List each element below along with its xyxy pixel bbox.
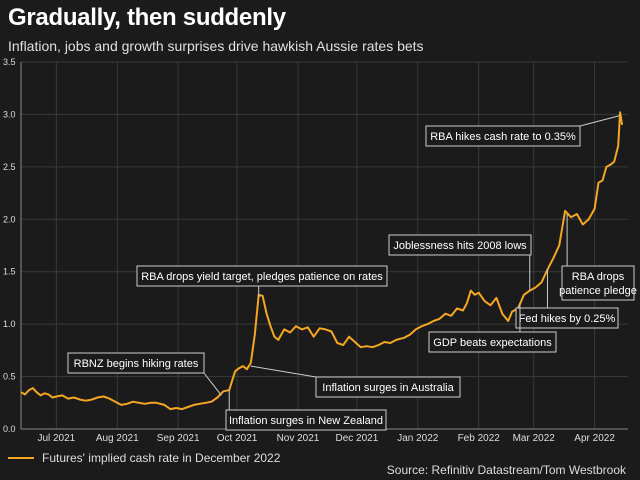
source-note: Source: Refinitiv Datastream/Tom Westbro… bbox=[386, 463, 626, 477]
y-tick-label: 0.5 bbox=[3, 372, 16, 382]
annotation-box bbox=[515, 307, 619, 329]
annotation-box bbox=[428, 331, 557, 353]
x-tick-label: Oct 2021 bbox=[217, 433, 258, 444]
annotation-box bbox=[388, 234, 532, 256]
x-tick-label: Mar 2022 bbox=[513, 433, 556, 444]
series-layer bbox=[20, 111, 624, 411]
grid-lines bbox=[21, 61, 628, 430]
annotation-box bbox=[425, 125, 581, 147]
annotation-label: Inflation surges in Australia bbox=[322, 382, 454, 394]
x-tick-label: Sep 2021 bbox=[157, 433, 200, 444]
annotation-label: Joblessness hits 2008 lows bbox=[393, 240, 527, 252]
annotation-box bbox=[136, 265, 388, 287]
x-tick-label: Nov 2021 bbox=[277, 433, 320, 444]
annotation-label: RBNZ begins hiking rates bbox=[74, 358, 199, 370]
annotation-label: GDP beats expectations bbox=[433, 337, 552, 349]
legend-swatch bbox=[8, 457, 34, 459]
annotation-leader bbox=[579, 114, 621, 127]
y-tick-label: 3.5 bbox=[3, 57, 16, 67]
x-tick-label: Apr 2022 bbox=[574, 433, 615, 444]
annotation-box bbox=[67, 352, 205, 374]
annotation-label: RBA hikes cash rate to 0.35% bbox=[430, 131, 576, 143]
y-tick-label: 1.5 bbox=[3, 267, 16, 277]
annotation-box bbox=[225, 409, 387, 431]
annotations: RBNZ begins hiking rates RBA drops yield … bbox=[67, 114, 637, 431]
y-tick-label: 1.0 bbox=[3, 319, 16, 329]
annotation-leader bbox=[250, 365, 317, 378]
legend: Futures' implied cash rate in December 2… bbox=[8, 451, 280, 465]
chart-title: Gradually, then suddenly bbox=[8, 4, 286, 31]
x-tick-label: Jul 2021 bbox=[37, 433, 75, 444]
x-tick-label: Feb 2022 bbox=[458, 433, 501, 444]
chart-subtitle: Inflation, jobs and growth surprises dri… bbox=[8, 38, 424, 54]
y-tick-label: 3.0 bbox=[3, 109, 16, 119]
annotation-box bbox=[315, 376, 461, 398]
y-tick-label: 2.0 bbox=[3, 214, 16, 224]
annotation-label: RBA drops yield target, pledges patience… bbox=[141, 271, 383, 283]
y-tick-label: 2.5 bbox=[3, 162, 16, 172]
x-tick-label: Jan 2022 bbox=[397, 433, 439, 444]
annotation-label: Fed hikes by 0.25% bbox=[519, 313, 616, 325]
x-tick-label: Dec 2021 bbox=[336, 433, 379, 444]
annotation-box bbox=[561, 265, 635, 301]
annotation-leader bbox=[203, 372, 222, 396]
annotation-label: Inflation surges in New Zealand bbox=[229, 415, 383, 427]
x-tick-label: Aug 2021 bbox=[96, 433, 139, 444]
annotation-label: RBA drops patience pledge bbox=[559, 271, 637, 297]
legend-label: Futures' implied cash rate in December 2… bbox=[42, 451, 281, 465]
series-line bbox=[20, 111, 624, 411]
y-tick-label: 0.0 bbox=[3, 424, 16, 434]
